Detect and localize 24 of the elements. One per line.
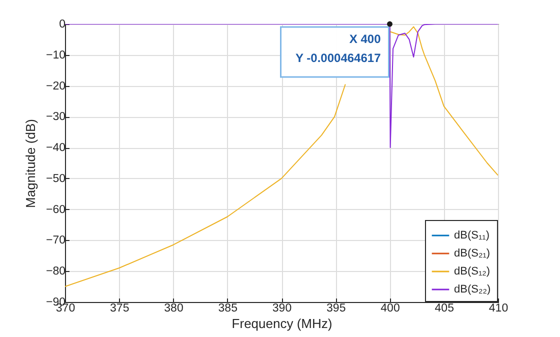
- x-axis-title: Frequency (MHz): [232, 316, 332, 331]
- y-tick-label: −60: [46, 204, 66, 216]
- y-tick-label: −20: [46, 80, 66, 92]
- legend-label: dB(S₁₁): [454, 230, 490, 242]
- x-tick-label: 405: [434, 302, 454, 314]
- y-tick-label: −70: [46, 234, 66, 247]
- y-tick-label: −80: [46, 266, 66, 278]
- y-tick-label: 0: [59, 18, 66, 30]
- x-tick-label: 410: [488, 302, 508, 314]
- y-tick-label: −30: [46, 111, 66, 124]
- x-tick-label: 385: [218, 302, 238, 314]
- y-tick-label: −50: [46, 172, 66, 185]
- annotation: X 400 Y -0.000464617: [296, 32, 382, 65]
- y-tick-label: −40: [46, 142, 66, 154]
- x-tick-label: 380: [164, 302, 184, 314]
- x-tick-label: 400: [380, 302, 400, 314]
- legend-label: dB(S₂₂): [454, 284, 491, 296]
- legend-label: dB(S₁₂): [454, 266, 490, 278]
- y-axis-title: Magnitude (dB): [22, 119, 38, 208]
- x-tick-label: 375: [110, 302, 130, 314]
- x-tick-label: 395: [326, 302, 346, 314]
- x-tick-label: 390: [272, 302, 292, 314]
- y-tick-label: −10: [46, 49, 66, 62]
- legend-label: dB(S₂₁): [454, 248, 490, 260]
